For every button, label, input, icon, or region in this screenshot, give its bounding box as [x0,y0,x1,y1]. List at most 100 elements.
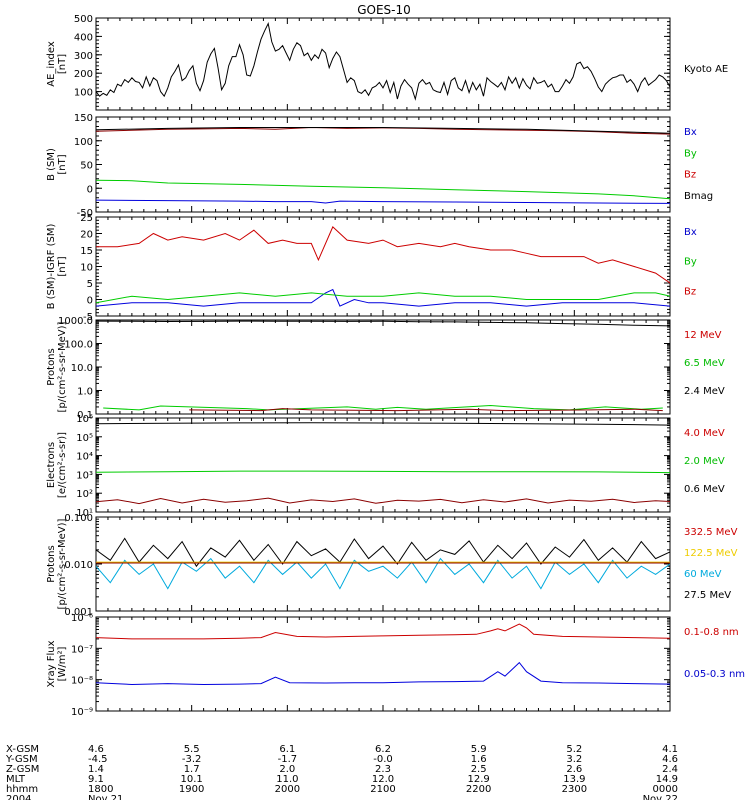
legend-label: 0.6 MeV [684,484,725,495]
ephemeris-value: 4.1 [662,744,678,755]
y-axis-label: Electrons[e/(cm²-s-sr)] [46,432,68,498]
ephemeris-value: 1800 [88,784,113,795]
y-tick-label: 10² [76,489,93,500]
ephemeris-value: 5.2 [566,744,582,755]
panel-xray: 10⁻⁹ 10⁻⁸ 10⁻⁷ 10⁻⁶ Xray Flux[W/m²] 0.1-0.8 n… [46,613,745,718]
series-6-5-mev [103,404,663,411]
y-axis-label-line: [nT] [57,54,68,74]
ephemeris-value: 12.0 [372,774,394,785]
y-tick-label: 20 [80,230,93,241]
ephemeris-value: 2.0 [279,764,295,775]
ephemeris-value: 4.6 [662,754,678,765]
ephemeris-value: 10.1 [181,774,203,785]
y-tick-label: 25 [80,213,93,224]
y-tick-label: 10¹ [76,508,93,519]
ephemeris-value: -3.2 [182,754,202,765]
y-tick-label: 10⁻⁷ [71,644,93,655]
y-axis-label: B (SM)-IGRF (SM)[nT] [46,224,68,310]
series-bx [96,199,670,204]
legend-label: By [684,148,697,159]
ephemeris-value: 2200 [466,784,491,795]
y-axis-label: Protons[p/(cm²-s-sr-MeV)] [46,321,68,412]
y-axis-label: Xray Flux[W/m²] [46,640,68,687]
ephemeris-value: 1.7 [184,764,200,775]
legend-label: Kyoto AE [684,64,728,75]
series-bmag [96,127,670,134]
series-0-6-mev [96,422,670,426]
ephemeris-value: 3.2 [566,754,582,765]
y-tick-label: -5 [83,312,93,323]
ephemeris-row-label: hhmm [6,784,38,795]
y-axis-label-line: B (SM)-IGRF (SM) [46,224,57,310]
ephemeris-value: 5.9 [471,744,487,755]
legend-label: 2.0 MeV [684,456,725,467]
y-axis-label-line: [nT] [57,256,68,276]
series-by [96,179,670,200]
y-axis-label: AE_index[nT] [46,41,68,87]
ephemeris-value: 4.6 [88,744,104,755]
series-60-mev [96,557,670,590]
y-axis-label: Protons[p/(cm²-s-sr-MeV)] [46,518,68,609]
legend-label: 60 MeV [684,569,722,580]
legend-label: 6.5 MeV [684,358,725,369]
y-axis-label-line: [p/(cm²-s-sr-MeV)] [57,518,68,609]
ephemeris-value: 2100 [370,784,395,795]
ephemeris-value: Nov 21 [88,794,123,800]
legend-label: 27.5 MeV [684,590,731,601]
series-0-05-0-3-nm [96,661,670,686]
ephemeris-value: 14.9 [656,774,678,785]
legend-label: Bmag [684,191,713,202]
y-axis-label-line: Protons [46,545,57,582]
y-tick-label: 15 [80,246,93,257]
panel-ae: 100 200 300 400 500 AE_index[nT] Kyoto AE [46,14,728,111]
y-tick-label: 100 [74,88,93,99]
series-2-0-mev [96,470,670,474]
y-axis-label-line: Protons [46,348,57,385]
y-tick-label: 400 [74,32,93,43]
y-tick-label: 10.0 [71,363,93,374]
panel-protons_differential: 0.0010.0100.100Protons[p/(cm²-s-sr-MeV)]… [46,513,738,618]
y-tick-label: 100 [74,137,93,148]
y-tick-label: 100.0 [64,340,93,351]
ephemeris-row-label: 2004 [6,794,31,800]
y-axis-label-line: [p/(cm²-s-sr-MeV)] [57,321,68,412]
y-axis-label-line: Electrons [46,442,57,488]
ephemeris-value: 1.6 [471,754,487,765]
panel-frame [95,616,671,712]
y-tick-label: 0.1 [77,410,93,421]
series-0-1-0-8-nm [96,623,670,640]
y-tick-label: 200 [74,69,93,80]
y-tick-label: 150 [74,113,93,124]
panel-b_field: -50 0 50 100 150 B (SM)[nT] Bx By Bz Bmag [46,113,713,219]
y-axis-label-line: B (SM) [46,148,57,181]
ephemeris-value: -4.5 [88,754,108,765]
y-tick-label: 0.010 [64,560,93,571]
panel-frame [95,17,671,111]
ephemeris-row-label: MLT [6,774,26,785]
legend-label: Bx [684,227,697,238]
panel-frame [95,417,671,513]
ephemeris-value: 9.1 [88,774,104,785]
ephemeris-value: 2300 [562,784,587,795]
legend-label: By [684,257,697,268]
series-by [96,292,670,304]
ephemeris-value: 6.2 [375,744,391,755]
y-tick-label: 5 [87,279,93,290]
y-axis-label-line: [e/(cm²-s-sr)] [57,432,68,498]
legend-label: 12 MeV [684,330,722,341]
ephemeris-value: 2.5 [471,764,487,775]
ephemeris-row-label: Y-GSM [5,754,38,765]
ephemeris-value: Nov 22 [643,794,678,800]
series-2-4-mev [96,320,670,327]
panel-protons_integral: 0.11.010.0100.01000.0Protons[p/(cm²-s-sr… [46,316,725,421]
legend-label: Bz [684,170,696,181]
ephemeris-value: 2.3 [375,764,391,775]
series-bx [96,288,670,307]
panel-electrons: 10¹ 10² 10³ 10⁴ 10⁵ 10⁶ Electrons[e/(cm²-s-sr)… [46,414,725,519]
ephemeris-value: -1.7 [278,754,298,765]
y-tick-label: 10⁵ [76,433,93,444]
figure-title: GOES-10 [357,3,411,17]
panel-frame [95,216,671,317]
legend-label: Bz [684,286,696,297]
series-kyoto-ae [96,21,670,101]
